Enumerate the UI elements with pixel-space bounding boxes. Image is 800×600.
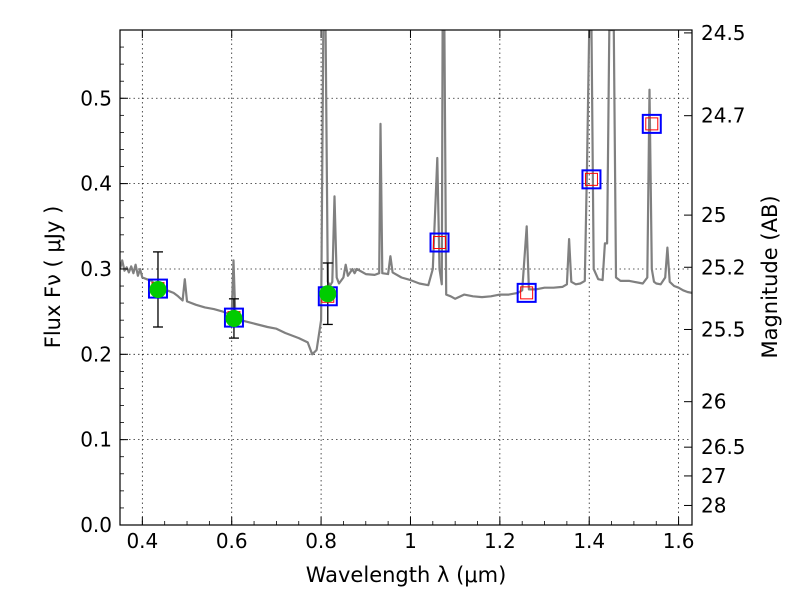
observed-point-1 [225,309,243,327]
model-square-outer-5 [581,169,602,190]
right-axis-label: Magnitude (AB) [758,195,782,358]
observed-point-0 [149,280,167,298]
x-tick-label-2: 0.8 [305,529,337,553]
y-tick-label-2: 0.2 [80,342,112,366]
spectrum-line [120,30,692,356]
y-tick-label-5: 0.5 [80,86,112,110]
x-axis-label: Wavelength λ (μm) [306,563,507,587]
plot-frame [119,29,693,526]
x-tick-label-6: 1.6 [663,529,695,553]
model-square-inner-5 [584,172,598,186]
right-tick-label-1: 24.7 [701,104,746,128]
x-tick-label-4: 1.2 [484,529,516,553]
grid-layer [120,30,692,526]
x-tick-label-0: 0.4 [126,529,158,553]
right-tick-label-5: 26 [701,390,726,414]
model-square-inner-4 [520,286,534,300]
right-tick-label-8: 28 [701,493,726,517]
y-tick-label-4: 0.4 [80,172,112,196]
right-tick-label-4: 25.5 [701,317,746,341]
y-axis-label: Flux Fν ( μJy ) [41,206,65,349]
y-tick-label-0: 0.0 [80,513,112,537]
model-square-inner-3 [433,236,447,250]
data-layer [120,30,692,356]
tick-layer: 0.4 0.6 0.8 1 1.2 1.4 1.6 0.0 0.1 0.2 0.3 0.4 0.5 24.… [80,21,745,553]
model-square-outer-3 [429,232,450,253]
x-tick-label-3: 1 [404,529,417,553]
y-tick-label-1: 0.1 [80,428,112,452]
right-tick-label-2: 25 [701,203,726,227]
y-tick-label-3: 0.3 [80,257,112,281]
right-tick-label-3: 25.2 [701,255,746,279]
model-square-outer-4 [516,282,537,303]
model-square-inner-6 [645,117,659,131]
model-square-outer-6 [641,113,662,134]
right-tick-label-0: 24.5 [701,21,746,45]
observed-point-2 [319,285,337,303]
right-tick-label-6: 26.5 [701,435,746,459]
right-tick-label-7: 27 [701,464,726,488]
x-tick-label-5: 1.4 [573,529,605,553]
x-tick-label-1: 0.6 [216,529,248,553]
